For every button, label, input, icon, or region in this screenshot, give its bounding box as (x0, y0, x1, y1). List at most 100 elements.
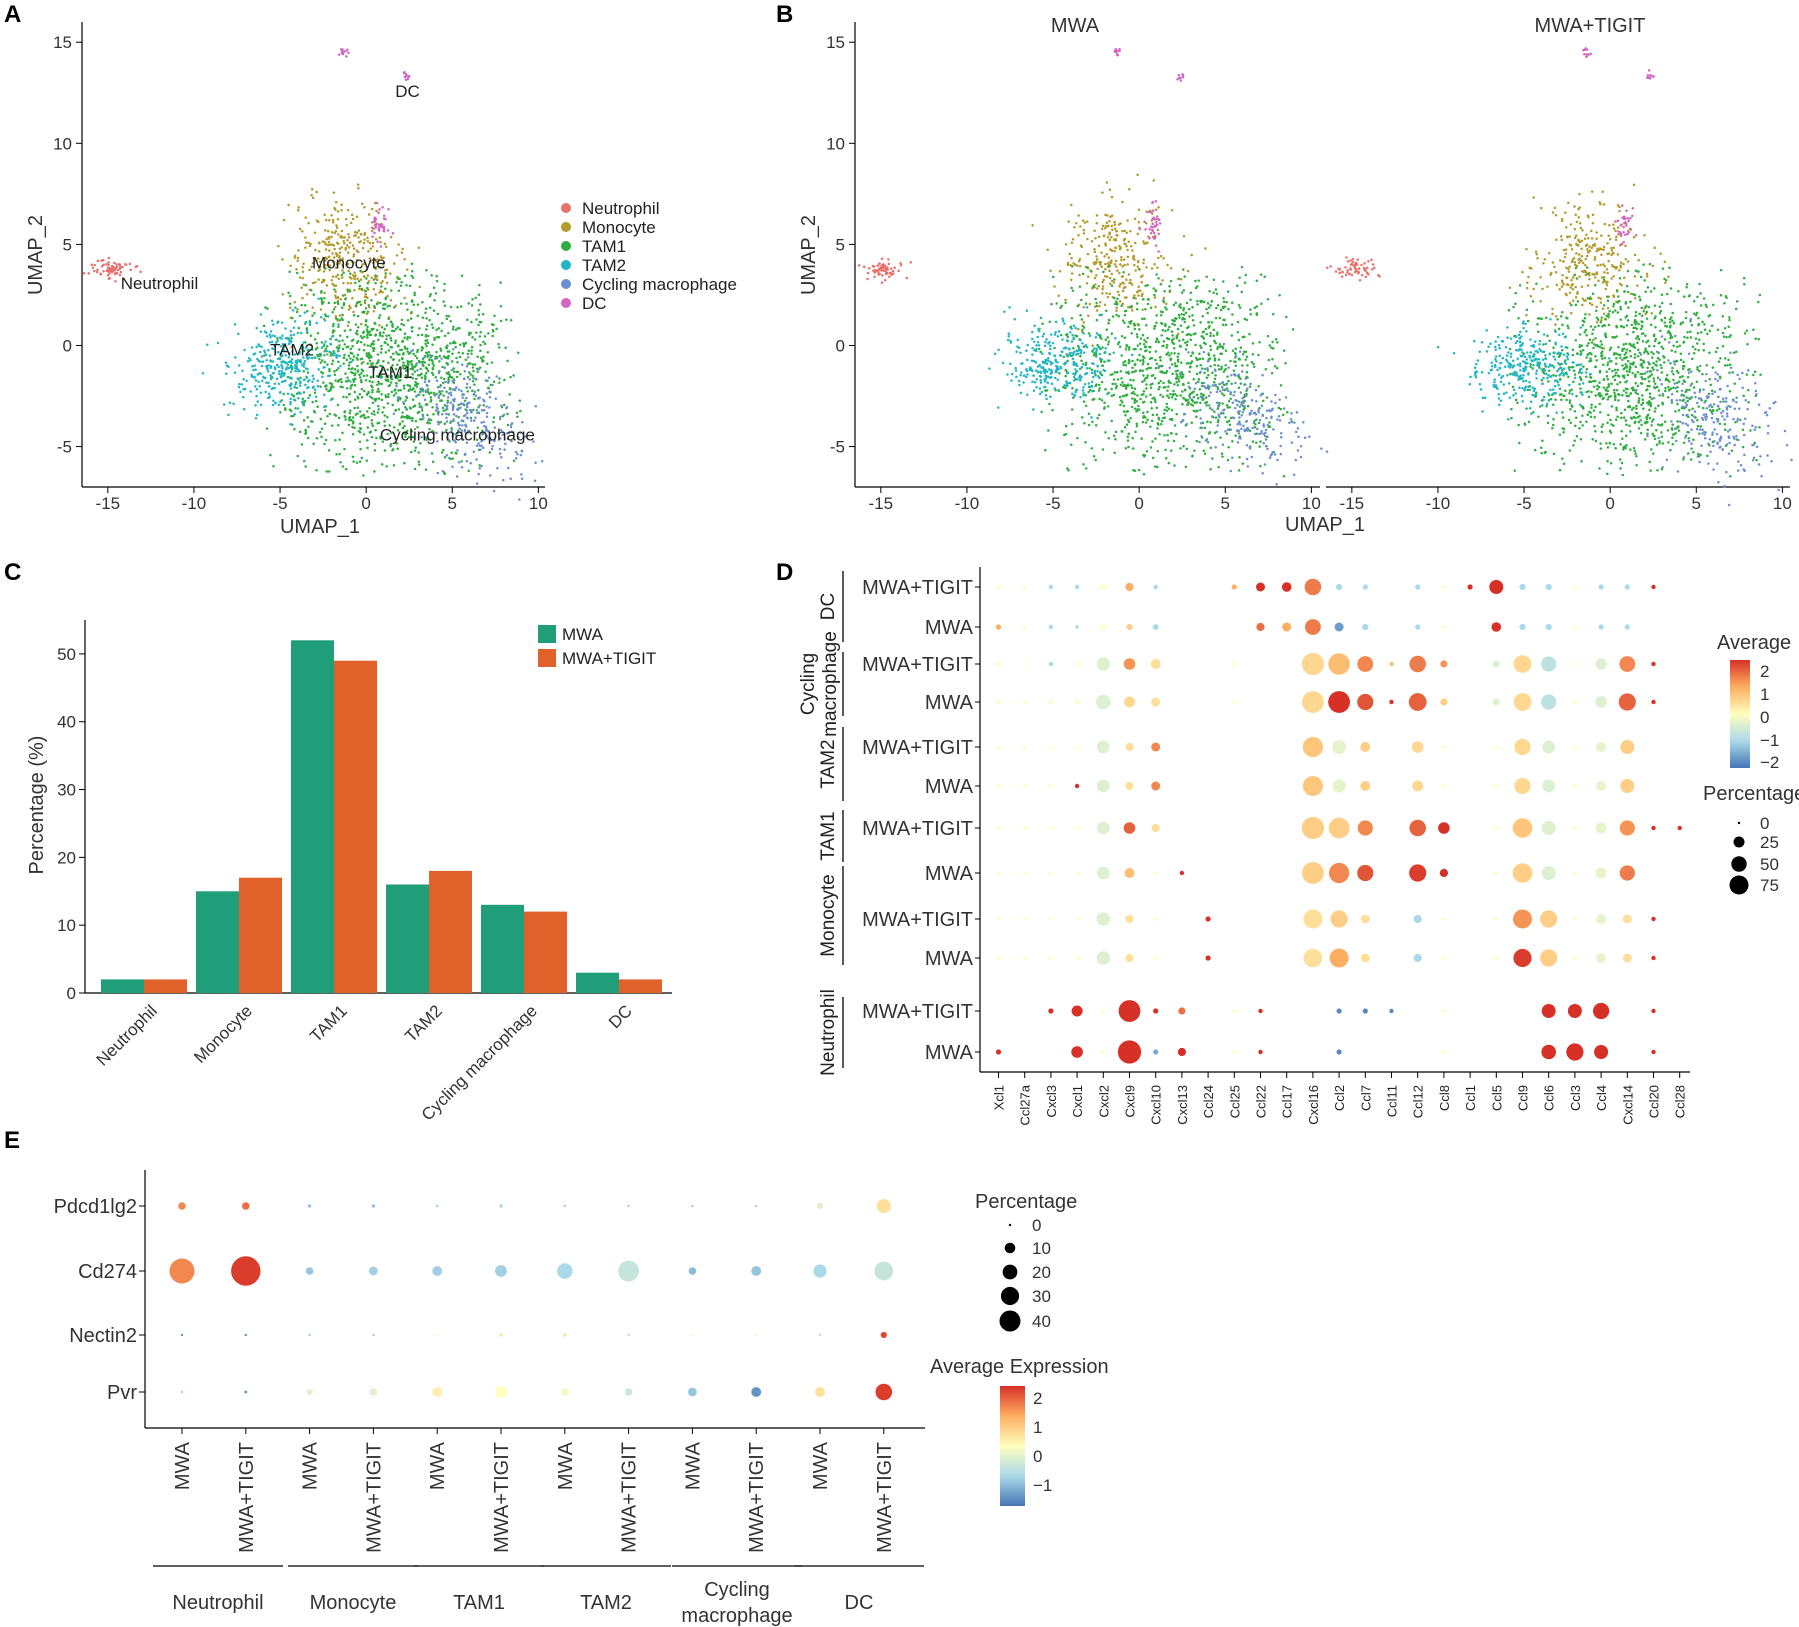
umap-point-b-tigit-monocyte (1568, 235, 1571, 238)
umap-point-b-mwa-tam1 (1079, 314, 1082, 317)
umap-point-b-mwa-monocyte (1101, 285, 1105, 288)
umap-point-b-mwa-tam1 (1177, 379, 1181, 383)
umap-point-a-tam1 (384, 378, 388, 382)
umap-point-a-tam1 (438, 360, 441, 363)
umap-point-a-tam1 (451, 341, 455, 345)
umap-point-b-mwa-monocyte (1077, 259, 1081, 263)
umap-point-b-mwa-tam1 (1151, 440, 1154, 443)
umap-point-a-tam1 (330, 424, 334, 427)
umap-point-b-mwa-cycling-macrophage (1237, 429, 1241, 433)
umap-point-b-tigit-tam1 (1643, 438, 1647, 441)
umap-point-a-tam2 (222, 403, 226, 406)
umap-point-b-mwa-monocyte (1128, 187, 1131, 191)
umap-point-b-mwa-tam1 (1282, 475, 1286, 478)
umap-point-b-tigit-monocyte (1583, 269, 1587, 273)
umap-point-a-cycling-macrophage (514, 450, 518, 454)
umap-point-a-tam2 (249, 390, 252, 393)
umap-point-a-cycling-macrophage (456, 421, 460, 425)
umap-point-b-mwa-tam2 (1061, 317, 1064, 321)
umap-point-a-tam2 (281, 367, 284, 370)
umap-point-a-cycling-macrophage (498, 447, 502, 451)
umap-point-b-mwa-tam1 (1155, 406, 1159, 409)
umap-point-a-tam1 (326, 414, 329, 418)
umap-point-a-cycling-macrophage (465, 382, 469, 386)
umap-point-b-mwa-tam1 (1209, 344, 1212, 348)
umap-point-a-tam1 (515, 411, 519, 415)
umap-point-a-tam1 (381, 368, 384, 372)
umap-point-b-tigit-monocyte (1636, 284, 1639, 287)
umap-point-b-mwa-monocyte (1101, 191, 1104, 194)
umap-point-b-mwa-tam1 (1166, 328, 1170, 331)
umap-point-b-tigit-tam1 (1672, 372, 1675, 376)
umap-point-a-tam2 (265, 358, 268, 362)
umap-point-b-mwa-cycling-macrophage (1240, 370, 1244, 373)
umap-point-a-cycling-macrophage (455, 475, 459, 478)
umap-point-b-mwa-tam2 (1036, 340, 1040, 344)
umap-point-b-mwa-monocyte (1095, 255, 1098, 258)
umap-point-a-tam1 (412, 440, 416, 443)
umap-point-b-mwa-tam1 (1062, 386, 1065, 389)
umap-point-b-mwa-tam1 (1224, 364, 1227, 367)
umap-point-b-mwa-tam1 (1227, 379, 1230, 383)
umap-point-a-tam1 (384, 297, 387, 301)
umap-point-b-mwa-monocyte (1070, 203, 1073, 207)
umap-point-a-tam1 (456, 306, 459, 309)
umap-point-a-tam1 (411, 326, 414, 329)
umap-point-b-mwa-tam1 (1137, 468, 1141, 472)
umap-point-b-mwa-tam1 (1230, 382, 1233, 386)
umap-point-b-mwa-tam1 (1101, 448, 1105, 451)
umap-point-a-tam1 (498, 381, 501, 385)
umap-point-b-mwa-tam2 (1056, 335, 1060, 338)
umap-point-b-tigit-monocyte (1591, 213, 1595, 217)
umap-point-a-tam1 (466, 318, 469, 322)
umap-point-a-tam1 (488, 451, 492, 454)
umap-point-b-mwa-cycling-macrophage (1239, 391, 1243, 394)
umap-point-a-tam1 (408, 336, 412, 339)
umap-point-b-mwa-tam2 (1037, 327, 1040, 331)
umap-point-b-mwa-tam1 (1202, 449, 1206, 452)
umap-point-b-mwa-tam2 (1082, 351, 1086, 354)
umap-point-b-tigit-monocyte (1535, 252, 1538, 256)
umap-point-b-tigit-tam1 (1697, 338, 1701, 342)
umap-point-a-tam1 (380, 344, 383, 348)
umap-point-b-mwa-tam1 (1162, 299, 1165, 302)
umap-point-a-tam2 (261, 360, 265, 363)
umap-point-b-mwa-monocyte (1104, 267, 1107, 271)
umap-point-a-tam1 (306, 331, 309, 334)
umap-point-a-tam1 (375, 374, 379, 378)
umap-point-a-tam1 (362, 348, 366, 352)
umap-point-b-tigit-monocyte (1581, 303, 1584, 307)
umap-point-a-cycling-macrophage (505, 405, 509, 409)
umap-point-a-neutrophil (93, 263, 96, 267)
umap-point-b-mwa-tam1 (1192, 409, 1196, 412)
umap-point-a-tam1 (390, 431, 393, 434)
umap-point-b-mwa-tam2 (1074, 368, 1077, 371)
umap-point-b-mwa-tam1 (1122, 410, 1126, 413)
umap-point-a-tam1 (471, 380, 475, 383)
umap-point-a-tam1 (377, 408, 380, 411)
umap-point-a-tam1 (380, 382, 383, 386)
umap-point-b-mwa-cycling-macrophage (1239, 437, 1242, 440)
umap-point-a-tam1 (390, 346, 394, 349)
umap-point-a-tam1 (296, 454, 300, 458)
umap-point-a-dc (381, 205, 384, 209)
umap-point-b-tigit-monocyte (1574, 285, 1577, 289)
umap-point-b-mwa-tam1 (1151, 382, 1154, 386)
umap-point-b-mwa-tam1 (1206, 311, 1209, 315)
umap-point-a-tam1 (366, 331, 370, 335)
umap-point-b-tigit-monocyte (1563, 211, 1567, 215)
y-tick-label: -5 (57, 438, 72, 457)
umap-point-b-tigit-tam1 (1583, 316, 1587, 320)
umap-point-b-mwa-tam1 (1221, 402, 1224, 405)
umap-point-a-cycling-macrophage (451, 403, 455, 407)
umap-point-b-mwa-tam2 (1072, 336, 1076, 340)
umap-point-a-tam1 (352, 378, 355, 381)
umap-point-b-mwa-tam1 (1121, 319, 1125, 322)
umap-point-a-tam1 (481, 312, 485, 316)
umap-point-b-mwa-cycling-macrophage (1215, 390, 1219, 394)
umap-point-b-mwa-tam1 (1162, 371, 1166, 375)
umap-point-a-monocyte (344, 246, 347, 250)
umap-point-b-mwa-tam1 (1153, 398, 1157, 402)
umap-point-a-tam1 (473, 338, 477, 341)
umap-point-a-tam1 (392, 464, 396, 467)
